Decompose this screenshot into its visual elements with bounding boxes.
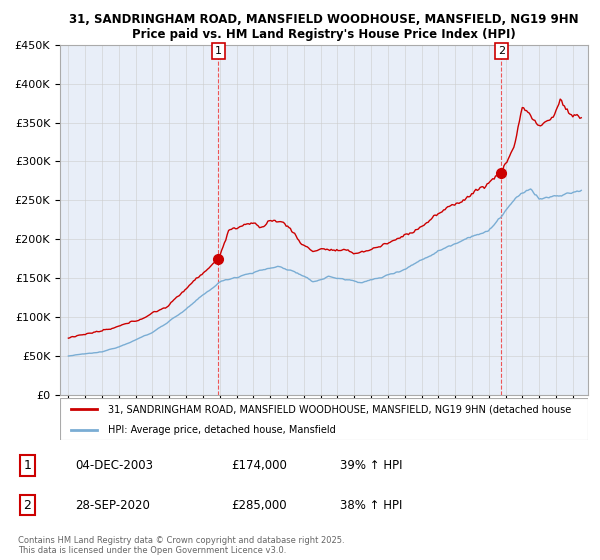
- Text: 04-DEC-2003: 04-DEC-2003: [76, 459, 154, 472]
- Text: £285,000: £285,000: [231, 499, 287, 512]
- Text: Contains HM Land Registry data © Crown copyright and database right 2025.
This d: Contains HM Land Registry data © Crown c…: [18, 536, 344, 556]
- Text: 28-SEP-2020: 28-SEP-2020: [76, 499, 150, 512]
- Text: £174,000: £174,000: [231, 459, 287, 472]
- Text: 39% ↑ HPI: 39% ↑ HPI: [340, 459, 403, 472]
- Text: 38% ↑ HPI: 38% ↑ HPI: [340, 499, 403, 512]
- Text: 1: 1: [23, 459, 31, 472]
- Text: 1: 1: [215, 46, 222, 56]
- Text: 31, SANDRINGHAM ROAD, MANSFIELD WOODHOUSE, MANSFIELD, NG19 9HN (detached house: 31, SANDRINGHAM ROAD, MANSFIELD WOODHOUS…: [107, 404, 571, 414]
- FancyBboxPatch shape: [60, 398, 588, 440]
- Text: 2: 2: [23, 499, 31, 512]
- Title: 31, SANDRINGHAM ROAD, MANSFIELD WOODHOUSE, MANSFIELD, NG19 9HN
Price paid vs. HM: 31, SANDRINGHAM ROAD, MANSFIELD WOODHOUS…: [69, 13, 579, 41]
- Text: HPI: Average price, detached house, Mansfield: HPI: Average price, detached house, Mans…: [107, 426, 335, 435]
- Text: 2: 2: [498, 46, 505, 56]
